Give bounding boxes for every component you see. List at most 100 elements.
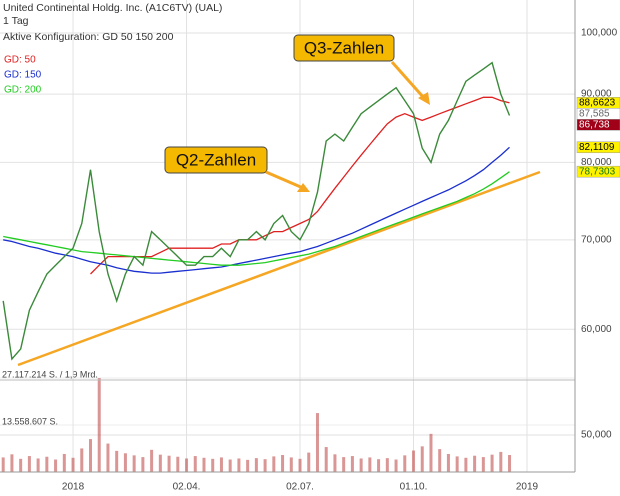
volume-bar	[307, 452, 311, 472]
volume-bar	[342, 457, 346, 472]
volume-bar	[45, 456, 49, 472]
volume-bar	[455, 456, 459, 472]
volume-bar	[446, 453, 450, 472]
volume-bar	[499, 451, 503, 472]
volume-bar	[324, 447, 328, 472]
volume-bar	[71, 457, 75, 472]
volume-tick-label: 13.558.607 S.	[2, 416, 58, 426]
value-label: 82,1109	[579, 142, 615, 153]
volume-bar	[254, 458, 258, 472]
volume-bar	[176, 456, 180, 472]
ma-line	[3, 146, 510, 274]
volume-bar	[412, 450, 416, 472]
volume-bar	[54, 459, 58, 472]
arrow-head	[418, 92, 430, 105]
annotation-arrow	[265, 170, 304, 190]
volume-bar	[315, 413, 319, 472]
volume-bar	[228, 459, 232, 472]
volume-bar	[202, 457, 206, 472]
volume-bar	[167, 455, 171, 472]
volume-bar	[1, 457, 5, 472]
annotation-q2: Q2-Zahlen	[164, 146, 310, 192]
x-tick-label: 02.04.	[173, 482, 201, 493]
legend-entry: GD: 150	[4, 70, 42, 81]
x-tick-label: 2019	[516, 482, 539, 493]
x-tick-label: 2018	[62, 482, 85, 493]
volume-bar	[368, 457, 372, 472]
y-tick-label: 90,000	[581, 89, 612, 100]
volume-bar	[289, 457, 293, 472]
volume-bar	[19, 458, 23, 472]
volume-bar	[377, 459, 381, 472]
value-label-box	[576, 141, 620, 154]
volume-bar	[219, 457, 223, 472]
volume-bar	[385, 458, 389, 472]
volume-bar	[185, 458, 189, 472]
volume-bar	[237, 458, 241, 472]
volume-bar	[211, 458, 215, 472]
volume-bar	[272, 456, 276, 472]
annotation-q3: Q3-Zahlen	[293, 34, 430, 105]
chart-title: United Continental Holdg. Inc. (A1C6TV) …	[3, 2, 222, 14]
value-label-box	[576, 119, 620, 131]
y-tick-label: 60,000	[581, 324, 612, 335]
chart-subtitle: 1 Tag	[3, 15, 29, 27]
volume-bar	[359, 458, 363, 472]
legend-entry: GD: 50	[4, 55, 36, 66]
volume-bar	[481, 457, 485, 472]
x-tick-label: 02.07.	[286, 482, 314, 493]
volume-bar	[403, 455, 407, 472]
trend-line	[17, 170, 541, 367]
volume-bar	[80, 448, 84, 472]
volume-bar	[36, 458, 40, 472]
y-tick-label: 50,000	[581, 430, 612, 441]
volume-bar	[438, 449, 442, 472]
value-label-box	[576, 165, 620, 178]
annotation-text: Q3-Zahlen	[304, 38, 384, 57]
y-tick-label: 100,000	[581, 28, 618, 39]
y-tick-label: 80,000	[581, 157, 612, 168]
volume-bar	[490, 454, 494, 472]
volume-tick-label: 27.117.214 S. / 1,9 Mrd.	[2, 369, 98, 379]
volume-bar	[508, 455, 512, 472]
ma-line	[90, 96, 510, 275]
volume-bar	[473, 455, 477, 472]
volume-bar	[193, 456, 197, 472]
annotation-box	[293, 34, 395, 62]
volume-bar	[281, 455, 285, 472]
volume-bar	[350, 456, 354, 472]
value-label: 86,738	[579, 119, 610, 130]
volume-bar	[115, 450, 119, 472]
annotation-arrow	[390, 61, 426, 99]
ma-line	[3, 171, 510, 266]
volume-bar	[333, 454, 337, 472]
volume-bar	[106, 443, 110, 472]
volume-bar	[27, 456, 31, 472]
lines	[2, 61, 511, 361]
volume-bar	[141, 457, 145, 472]
volume-bar	[10, 454, 14, 472]
volume-bar	[246, 459, 250, 472]
volume-bar	[464, 457, 468, 472]
volume-bar	[263, 459, 267, 472]
y-tick-label: 70,000	[581, 234, 612, 245]
volume-bar	[62, 453, 66, 472]
volume-panel	[1, 378, 512, 472]
annotation-text: Q2-Zahlen	[176, 150, 256, 169]
x-tick-label: 01.10.	[400, 482, 428, 493]
volume-bar	[150, 449, 154, 472]
volume-bar	[89, 439, 92, 472]
value-label: 78,7303	[579, 166, 616, 177]
volume-bar	[394, 459, 398, 472]
price-line	[2, 61, 511, 361]
arrow-head	[297, 183, 310, 192]
volume-bar	[123, 453, 127, 472]
volume-bar	[132, 455, 136, 472]
volume-bar	[97, 378, 101, 472]
annotation-box	[164, 146, 268, 174]
value-label: 88,6623	[579, 97, 616, 108]
